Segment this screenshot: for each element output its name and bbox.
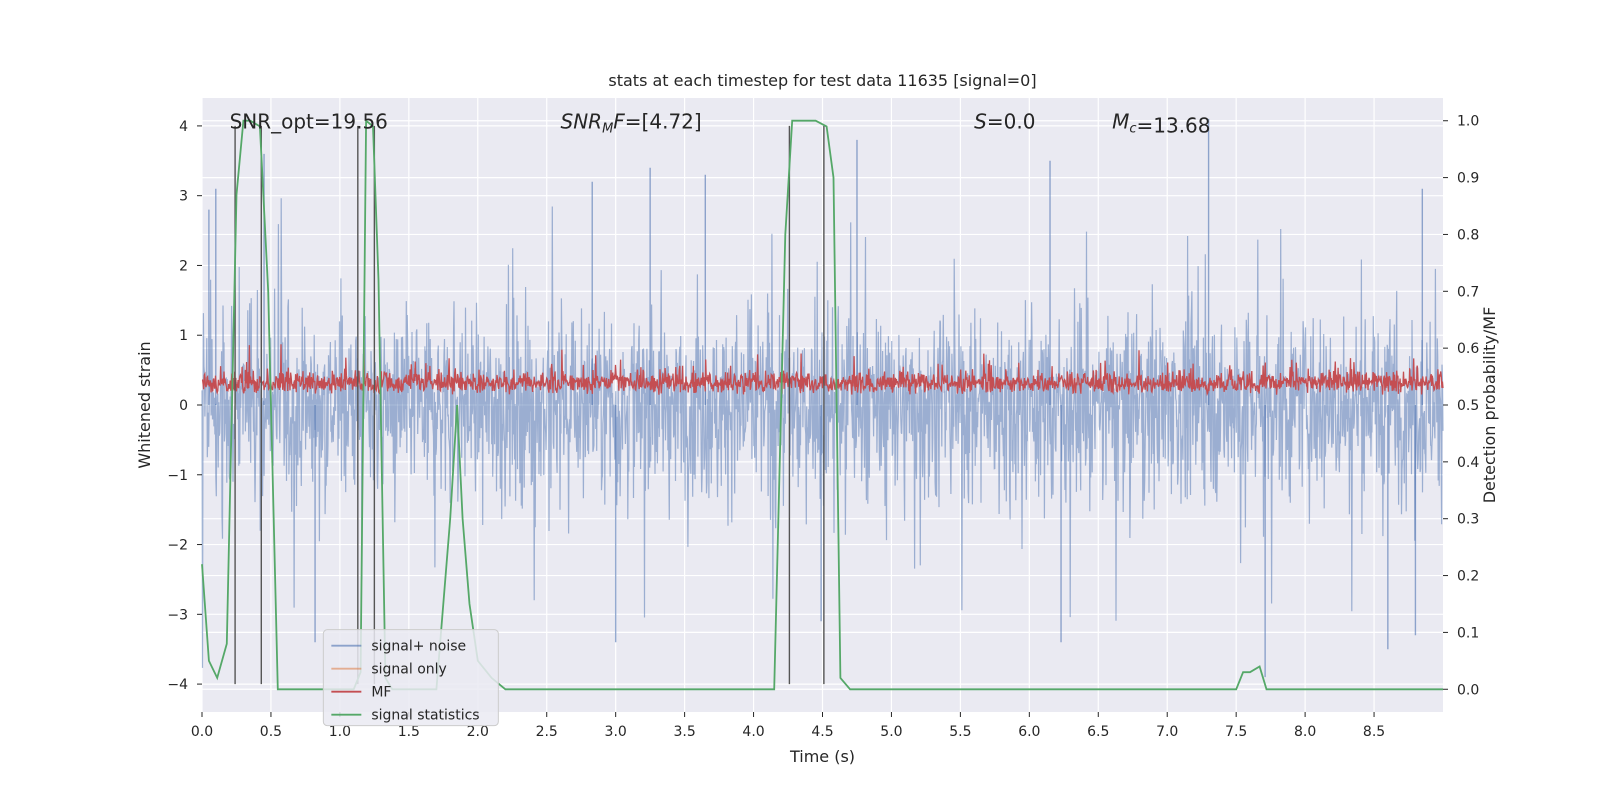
y-tick-label-right: 0.0 [1457,682,1479,698]
x-tick-label: 7.0 [1156,724,1178,740]
annotation-text: Mc=13.68 [1112,109,1210,137]
series-signal-noise [201,198,1444,668]
y-tick-label-left: 0 [179,398,188,414]
x-tick-label: 2.0 [467,724,489,740]
series-mf [201,343,1444,397]
y-tick-label-left: 3 [179,189,188,205]
y-tick-label-left: 1 [179,328,188,344]
y-axis-label-left: Whitened strain [135,341,154,468]
x-tick-label: 7.5 [1225,724,1247,740]
y-tick-label-left: −2 [167,538,188,554]
y-tick-label-left: 4 [179,119,188,135]
x-tick-label: 1.5 [398,724,420,740]
y-tick-label-right: 0.1 [1457,625,1479,641]
y-tick-label-left: −4 [167,677,188,693]
x-tick-label: 1.0 [329,724,351,740]
y-tick-label-right: 1.0 [1457,114,1479,130]
x-tick-label: 4.0 [742,724,764,740]
x-tick-label: 0.0 [191,724,213,740]
y-tick-label-right: 0.4 [1457,455,1479,471]
legend-box [322,629,499,727]
x-tick-label: 2.5 [536,724,558,740]
x-tick-label: 8.0 [1294,724,1316,740]
y-tick-label-left: −1 [167,468,188,484]
legend-label: MF [371,685,391,701]
x-tick-label: 4.5 [811,724,833,740]
y-tick-label-right: 0.3 [1457,512,1479,528]
chart-title: stats at each timestep for test data 116… [608,71,1036,90]
y-tick-label-left: −3 [167,607,188,623]
y-tick-label-right: 0.7 [1457,284,1479,300]
annotation-text: SNRMF=[4.72] [561,109,702,136]
plot-area: 0.0 0.5 1.0 1.5 2.0 2.5 3.0 3.5 4.0 4.5 5.0 5.5 6.0 6… [167,98,1479,740]
x-tick-label: 3.5 [673,724,695,740]
y-tick-label-right: 0.5 [1457,398,1479,414]
y-tick-label-right: 0.9 [1457,171,1479,187]
x-tick-label: 6.0 [1018,724,1040,740]
legend-label: signal+ noise [371,639,466,655]
legend-label: signal statistics [371,708,479,724]
legend-label: signal only [371,662,446,678]
x-tick-label: 8.5 [1363,724,1385,740]
y-tick-label-left: 2 [179,258,188,274]
legend: signal+ noise signal only MF signal statist… [322,629,499,727]
y-tick-label-right: 0.6 [1457,341,1479,357]
x-tick-label: 3.0 [605,724,627,740]
x-tick-label: 6.5 [1087,724,1109,740]
y-tick-label-right: 0.2 [1457,569,1479,585]
y-axis-label-right: Detection probability/MF [1480,307,1499,504]
annotation-text: SNR_opt=19.56 [230,109,388,133]
x-tick-label: 0.5 [260,724,282,740]
x-axis-label: Time (s) [789,747,855,766]
x-tick-label: 5.5 [949,724,971,740]
y-tick-label-right: 0.8 [1457,227,1479,243]
x-tick-label: 5.0 [880,724,902,740]
annotation-text: S=0.0 [974,109,1035,133]
